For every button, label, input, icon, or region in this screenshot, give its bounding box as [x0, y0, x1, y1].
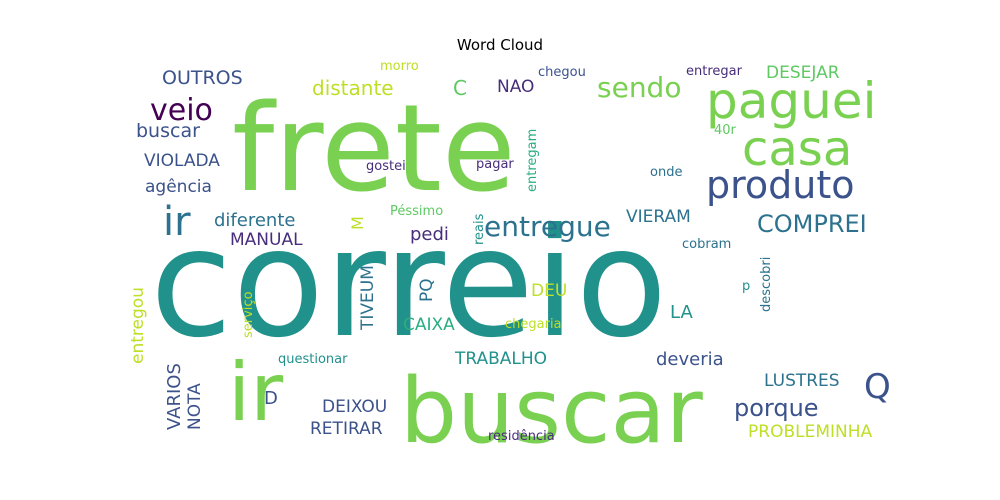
- word-cloud-word: VIOLADA: [144, 151, 220, 171]
- word-cloud-word: entregar: [686, 64, 743, 79]
- word-cloud-word: diferente: [214, 210, 295, 231]
- word-cloud-word: Q: [864, 367, 891, 407]
- word-cloud-word: deveria: [656, 349, 724, 370]
- word-cloud-word: paguei: [706, 72, 876, 130]
- word-cloud-word: questionar: [278, 352, 348, 367]
- word-cloud-word: ir: [228, 346, 283, 439]
- word-cloud-word: COMPREI: [757, 210, 867, 238]
- word-cloud-word: produto: [706, 163, 855, 207]
- word-cloud-word: chegou: [538, 65, 586, 80]
- word-cloud-word: residência: [488, 429, 555, 444]
- word-cloud-word: NAO: [497, 77, 534, 97]
- word-cloud-word: reais: [472, 213, 487, 245]
- word-cloud-word: entregou: [128, 287, 148, 364]
- word-cloud-word: distante: [312, 76, 394, 100]
- word-cloud-word: chegaria: [505, 317, 562, 332]
- word-cloud-word: CAIXA: [403, 315, 455, 335]
- word-cloud-word: VIERAM: [626, 207, 691, 227]
- word-cloud-word: p: [742, 279, 750, 294]
- word-cloud-word: frete: [232, 80, 516, 219]
- word-cloud-word: entregam: [525, 129, 540, 192]
- word-cloud-word: descobri: [759, 257, 774, 312]
- word-cloud-word: DESEJAR: [766, 63, 840, 83]
- word-cloud-word: buscar: [136, 120, 200, 142]
- word-cloud-word: agência: [145, 177, 212, 197]
- word-cloud-word: pagar: [476, 157, 514, 172]
- chart-title: Word Cloud: [456, 36, 544, 54]
- word-cloud-word: TRABALHO: [454, 349, 547, 369]
- word-cloud-word: LA: [670, 302, 693, 323]
- word-cloud-word: C: [453, 76, 467, 100]
- word-cloud-word: VARIOS: [164, 363, 185, 430]
- word-cloud-word: NOTA: [185, 383, 205, 430]
- word-cloud-word: correio: [150, 197, 667, 371]
- word-cloud-word: ir: [163, 199, 191, 245]
- word-cloud-word: morro: [380, 59, 419, 74]
- word-cloud-word: gostei: [366, 159, 406, 174]
- word-cloud-word: onde: [650, 165, 682, 180]
- word-cloud-word: LUSTRES: [764, 371, 840, 391]
- word-cloud-word: M: [348, 216, 367, 230]
- word-cloud-word: TIVEUM: [358, 265, 378, 331]
- word-cloud-word: RETIRAR: [310, 419, 383, 439]
- word-cloud-word: buscar: [400, 359, 703, 464]
- word-cloud-word: Péssimo: [390, 204, 443, 219]
- word-cloud-word: OUTROS: [162, 67, 243, 89]
- word-cloud-word: PROBLEMINHA: [748, 422, 873, 442]
- word-cloud-word: sendo: [597, 71, 681, 104]
- word-cloud-word: porque: [734, 394, 819, 422]
- word-cloud-word: MANUAL: [230, 230, 303, 250]
- word-cloud-word: casa: [742, 121, 852, 177]
- word-cloud-word: cobram: [682, 237, 731, 252]
- word-cloud-word: 40r: [714, 123, 737, 138]
- word-cloud-word: pedi: [410, 224, 449, 245]
- word-cloud-word: PQ: [417, 278, 437, 302]
- word-cloud-word: DEU: [531, 281, 567, 301]
- word-cloud-word: entregue: [484, 210, 611, 243]
- word-cloud-word: DEIXOU: [322, 397, 387, 417]
- word-cloud-word: D: [264, 388, 278, 409]
- word-cloud-word: serviço: [241, 291, 256, 338]
- word-cloud-word: veio: [150, 93, 213, 128]
